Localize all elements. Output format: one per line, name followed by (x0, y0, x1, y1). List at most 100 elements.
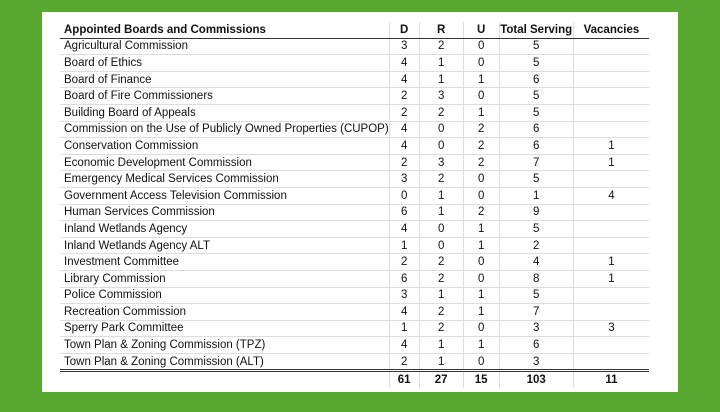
number-cell: 1 (572, 154, 650, 172)
number-cell: 2 (388, 104, 420, 122)
name-cell: Inland Wetlands Agency ALT (60, 237, 390, 255)
number-cell: 0 (462, 38, 500, 56)
name-cell: Board of Ethics (60, 54, 390, 72)
number-cell: 0 (462, 54, 500, 72)
name-cell: Sperry Park Committee (60, 320, 390, 338)
name-cell: Economic Development Commission (60, 154, 390, 172)
number-cell: 4 (572, 187, 650, 205)
number-cell: 0 (462, 87, 500, 105)
number-cell: 0 (462, 170, 500, 188)
number-cell: 2 (388, 87, 420, 105)
table-row: Commission on the Use of Publicly Owned … (60, 121, 650, 139)
number-cell: 5 (498, 220, 574, 238)
number-cell: 11 (572, 369, 650, 389)
table-row: Inland Wetlands Agency 4 0 1 5 (60, 220, 650, 238)
number-cell: Vacancies (572, 22, 650, 39)
number-cell: 4 (388, 121, 420, 139)
table-row: Inland Wetlands Agency ALT 1 0 1 2 (60, 237, 650, 255)
number-cell: 2 (498, 237, 574, 255)
number-cell: 1 (572, 270, 650, 288)
number-cell: 7 (498, 154, 574, 172)
name-cell: Recreation Commission (60, 303, 390, 321)
table-row: 61 27 15 103 11 (60, 369, 650, 389)
table-row: Human Services Commission 6 1 2 9 (60, 204, 650, 222)
number-cell: 4 (388, 303, 420, 321)
number-cell: 1 (462, 237, 500, 255)
table-row: Sperry Park Committee 1 2 0 3 3 (60, 320, 650, 338)
number-cell (572, 54, 650, 72)
name-cell: Board of Fire Commissioners (60, 87, 390, 105)
number-cell: 4 (388, 71, 420, 89)
number-cell: 1 (418, 287, 464, 305)
number-cell: 1 (418, 71, 464, 89)
number-cell: 103 (498, 369, 574, 389)
number-cell: 1 (388, 320, 420, 338)
table-row: Police Commission 3 1 1 5 (60, 287, 650, 305)
number-cell: 6 (498, 137, 574, 155)
name-cell: Investment Committee (60, 253, 390, 271)
number-cell: 4 (498, 253, 574, 271)
number-cell: 2 (388, 353, 420, 372)
number-cell: 6 (498, 336, 574, 354)
number-cell: 6 (388, 204, 420, 222)
boards-table: Appointed Boards and Commissions D R U Total… (60, 22, 650, 389)
number-cell (572, 121, 650, 139)
number-cell: 1 (418, 336, 464, 354)
number-cell: 5 (498, 87, 574, 105)
panel: Appointed Boards and Commissions D R U Total… (42, 12, 678, 392)
number-cell: 3 (388, 287, 420, 305)
number-cell: 5 (498, 54, 574, 72)
table-row: Town Plan & Zoning Commission (TPZ) 4 1 1 6 (60, 336, 650, 354)
number-cell: 1 (462, 303, 500, 321)
table-row: Investment Committee 2 2 0 4 1 (60, 253, 650, 271)
number-cell: 2 (418, 104, 464, 122)
number-cell: 2 (418, 303, 464, 321)
name-cell: Human Services Commission (60, 204, 390, 222)
number-cell: 2 (462, 204, 500, 222)
name-cell: Town Plan & Zoning Commission (ALT) (60, 353, 390, 372)
name-cell: Building Board of Appeals (60, 104, 390, 122)
number-cell (572, 287, 650, 305)
number-cell: 0 (418, 121, 464, 139)
number-cell: 0 (462, 253, 500, 271)
number-cell: R (418, 22, 464, 39)
number-cell: 1 (388, 237, 420, 255)
number-cell: 1 (418, 353, 464, 372)
number-cell: 1 (572, 137, 650, 155)
number-cell (572, 170, 650, 188)
name-cell: Inland Wetlands Agency (60, 220, 390, 238)
number-cell: 0 (388, 187, 420, 205)
table-row: Agricultural Commission 3 2 0 5 (60, 38, 650, 56)
number-cell: 3 (418, 87, 464, 105)
number-cell: 1 (462, 336, 500, 354)
table-row: Government Access Television Commission 0… (60, 187, 650, 205)
name-cell: Town Plan & Zoning Commission (TPZ) (60, 336, 390, 354)
number-cell: 15 (462, 369, 500, 389)
number-cell (572, 336, 650, 354)
number-cell: 1 (462, 287, 500, 305)
number-cell: 2 (462, 154, 500, 172)
number-cell: 1 (498, 187, 574, 205)
name-cell: Government Access Television Commission (60, 187, 390, 205)
number-cell: 27 (418, 369, 464, 389)
number-cell: 3 (572, 320, 650, 338)
number-cell: 1 (462, 220, 500, 238)
number-cell: 1 (418, 187, 464, 205)
number-cell: 0 (462, 320, 500, 338)
number-cell: 1 (462, 71, 500, 89)
number-cell: 9 (498, 204, 574, 222)
table-row: Economic Development Commission 2 3 2 7 1 (60, 154, 650, 172)
number-cell: 6 (388, 270, 420, 288)
number-cell: 0 (418, 137, 464, 155)
name-cell: Commission on the Use of Publicly Owned … (60, 121, 390, 139)
table-row: Conservation Commission 4 0 2 6 1 (60, 137, 650, 155)
number-cell: 61 (388, 369, 420, 389)
number-cell: 2 (418, 253, 464, 271)
name-cell: Conservation Commission (60, 137, 390, 155)
number-cell: U (462, 22, 500, 39)
table-row: Appointed Boards and Commissions D R U Total… (60, 22, 650, 39)
number-cell (572, 71, 650, 89)
table-row: Recreation Commission 4 2 1 7 (60, 303, 650, 321)
number-cell: 0 (462, 187, 500, 205)
